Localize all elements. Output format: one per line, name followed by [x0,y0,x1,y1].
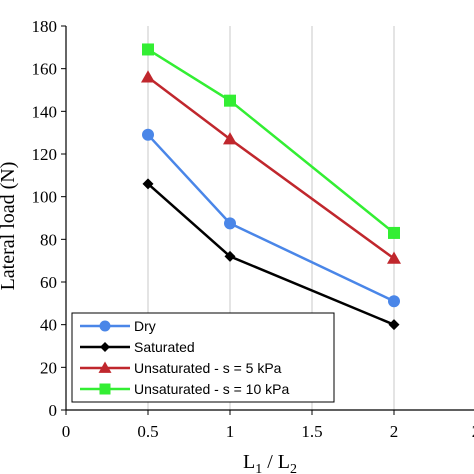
legend-marker [99,383,111,395]
series-lines [147,48,395,326]
y-tick-label: 140 [32,102,58,121]
legend-marker [98,361,112,373]
data-point [223,132,237,145]
x-tick-labels: 0 0.5 1 1.5 2 2 [62,422,474,441]
legend: Dry Saturated Unsaturated - s = 5 kPa Unsat… [71,312,335,403]
x-axis-title: L1 / L2 [243,451,297,474]
data-point [388,295,400,308]
series-line [147,182,395,326]
data-point [387,251,401,264]
y-tick-label: 60 [40,273,57,292]
data-point [388,226,400,239]
y-tick-label: 40 [40,316,57,335]
x-tick-label: 0 [62,422,71,441]
legend-label: Dry [134,318,156,334]
y-tick-label: 100 [32,188,58,207]
legend-marker [100,342,110,352]
axes [61,25,474,415]
x-tick-label: 1.5 [301,422,322,441]
data-point [388,319,400,331]
data-point [142,128,154,141]
x-tick-label: 2 [390,422,399,441]
x-tick-label: 1 [226,422,235,441]
legend-marker [99,320,111,332]
y-tick-label: 180 [32,17,58,36]
legend-box [71,312,335,403]
legend-label: Saturated [134,339,195,355]
y-tick-label: 120 [32,145,58,164]
y-tick-label: 160 [32,60,58,79]
data-point [142,178,154,190]
data-point [224,217,236,230]
data-point [224,94,236,107]
y-tick-label: 80 [40,230,57,249]
x-tick-label: 0.5 [137,422,158,441]
legend-label: Unsaturated - s = 5 kPa [134,360,282,376]
series-line [147,76,395,260]
y-tick-labels: 0 20 40 60 80 100 120 140 160 180 [32,17,58,420]
data-point [142,43,154,56]
legend-label: Unsaturated - s = 10 kPa [134,381,289,397]
series-line [147,48,395,234]
y-tick-label: 20 [40,358,57,377]
data-point [224,250,236,262]
y-axis-title: Lateral load (N) [0,162,19,291]
y-tick-label: 0 [49,401,58,420]
series-markers [141,43,401,331]
x-tick-label: 2 [472,422,474,441]
data-point [141,70,155,83]
